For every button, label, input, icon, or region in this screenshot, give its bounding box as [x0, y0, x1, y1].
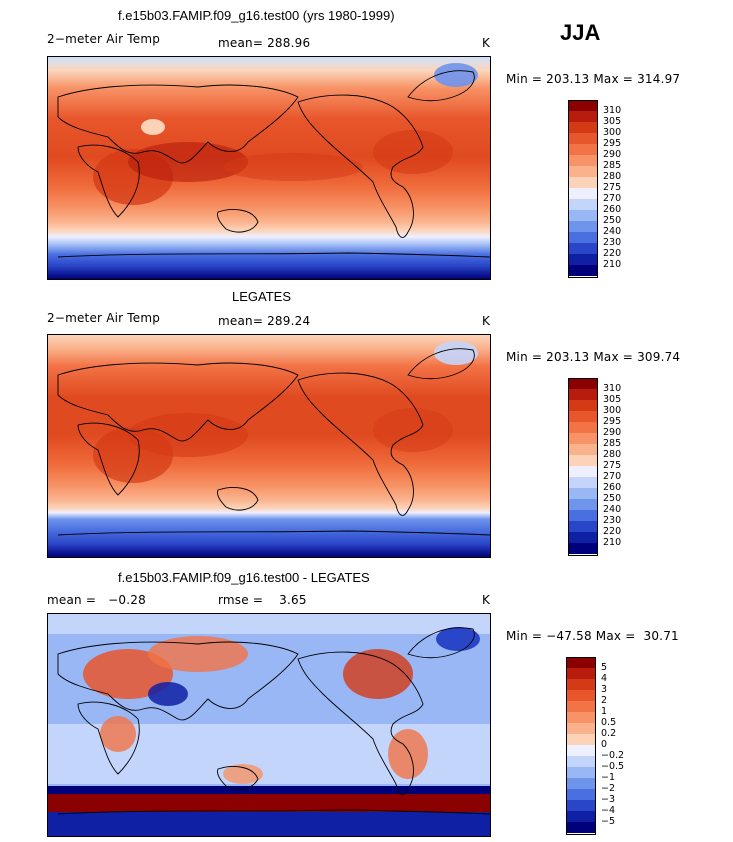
season-label: JJA	[560, 20, 601, 45]
panel-1-map	[47, 56, 491, 280]
panel-2-center-label: mean= 289.24	[218, 314, 311, 328]
panel-1-map-svg	[48, 57, 490, 279]
legend-tick-label: 1	[601, 706, 608, 717]
legend-tick-label: −1	[601, 772, 616, 783]
legend-tick-label: 240	[603, 504, 622, 515]
legend-tick-label: 295	[603, 416, 622, 427]
legend-tick-label: 250	[603, 493, 622, 504]
panel-2-map-svg	[48, 335, 490, 557]
legend-tick-label: 0.5	[601, 717, 617, 728]
panel-1-left-label: 2−meter Air Temp	[47, 32, 161, 46]
legend-frame	[568, 378, 598, 556]
legend-tick-label: 275	[603, 460, 622, 471]
legend-tick-label: −3	[601, 794, 616, 805]
panel-1-units: K	[482, 36, 491, 50]
legend-tick-label: 240	[603, 226, 622, 237]
panel-3-title: f.e15b03.FAMIP.f09_g16.test00 - LEGATES	[118, 570, 370, 585]
legend-tick-label: 275	[603, 182, 622, 193]
legend-tick-label: 270	[603, 193, 622, 204]
legend-tick-label: 2	[601, 695, 608, 706]
legend-tick-label: 5	[601, 662, 608, 673]
panel-3-center-label: rmse = 3.65	[218, 593, 307, 607]
legend-tick-label: 300	[603, 127, 622, 138]
panel-3-map	[47, 613, 491, 837]
legend-tick-label: −4	[601, 805, 616, 816]
legend-tick-label: 280	[603, 171, 622, 182]
legend-tick-label: 230	[603, 237, 622, 248]
legend-tick-label: 290	[603, 149, 622, 160]
legend-tick-label: 260	[603, 482, 622, 493]
legend-tick-label: 310	[603, 383, 622, 394]
legend-tick-label: 220	[603, 248, 622, 259]
panel-3-units: K	[482, 593, 491, 607]
panel-1-center-label: mean= 288.96	[218, 36, 311, 50]
panel-1-title: f.e15b03.FAMIP.f09_g16.test00 (yrs 1980-…	[118, 8, 395, 23]
legend-tick-label: −0.2	[601, 750, 625, 761]
panel-3-left-label: mean = −0.28	[47, 593, 146, 607]
legend-tick-label: 300	[603, 405, 622, 416]
legend-tick-label: 285	[603, 438, 622, 449]
panel-2-units: K	[482, 314, 491, 328]
panel-2-minmax: Min = 203.13 Max = 309.74	[506, 350, 681, 364]
legend-frame	[566, 657, 596, 835]
legend-tick-label: 220	[603, 526, 622, 537]
panel-2-left-label: 2−meter Air Temp	[47, 311, 161, 325]
legend-tick-label: 295	[603, 138, 622, 149]
legend-tick-label: −0.5	[601, 761, 625, 772]
legend-tick-label: 305	[603, 116, 622, 127]
panel-2-map	[47, 334, 491, 558]
panel-3-minmax: Min = −47.58 Max = 30.71	[506, 629, 679, 643]
legend-tick-label: 280	[603, 449, 622, 460]
panel-1-minmax: Min = 203.13 Max = 314.97	[506, 72, 681, 86]
legend-tick-label: 230	[603, 515, 622, 526]
panel-2-title: LEGATES	[232, 289, 292, 304]
legend-tick-label: 0	[601, 739, 608, 750]
legend-tick-label: 210	[603, 537, 622, 548]
legend-tick-label: 250	[603, 215, 622, 226]
legend-tick-label: 270	[603, 471, 622, 482]
legend-tick-label: −2	[601, 783, 616, 794]
legend-tick-label: 210	[603, 259, 622, 270]
legend-tick-label: 3	[601, 684, 608, 695]
legend-tick-label: 4	[601, 673, 608, 684]
legend-tick-label: 285	[603, 160, 622, 171]
panel-3-map-svg	[48, 614, 490, 836]
legend-tick-label: −5	[601, 816, 616, 827]
legend-tick-label: 0.2	[601, 728, 617, 739]
legend-tick-label: 310	[603, 105, 622, 116]
legend-tick-label: 290	[603, 427, 622, 438]
legend-frame	[568, 100, 598, 278]
legend-tick-label: 260	[603, 204, 622, 215]
legend-tick-label: 305	[603, 394, 622, 405]
